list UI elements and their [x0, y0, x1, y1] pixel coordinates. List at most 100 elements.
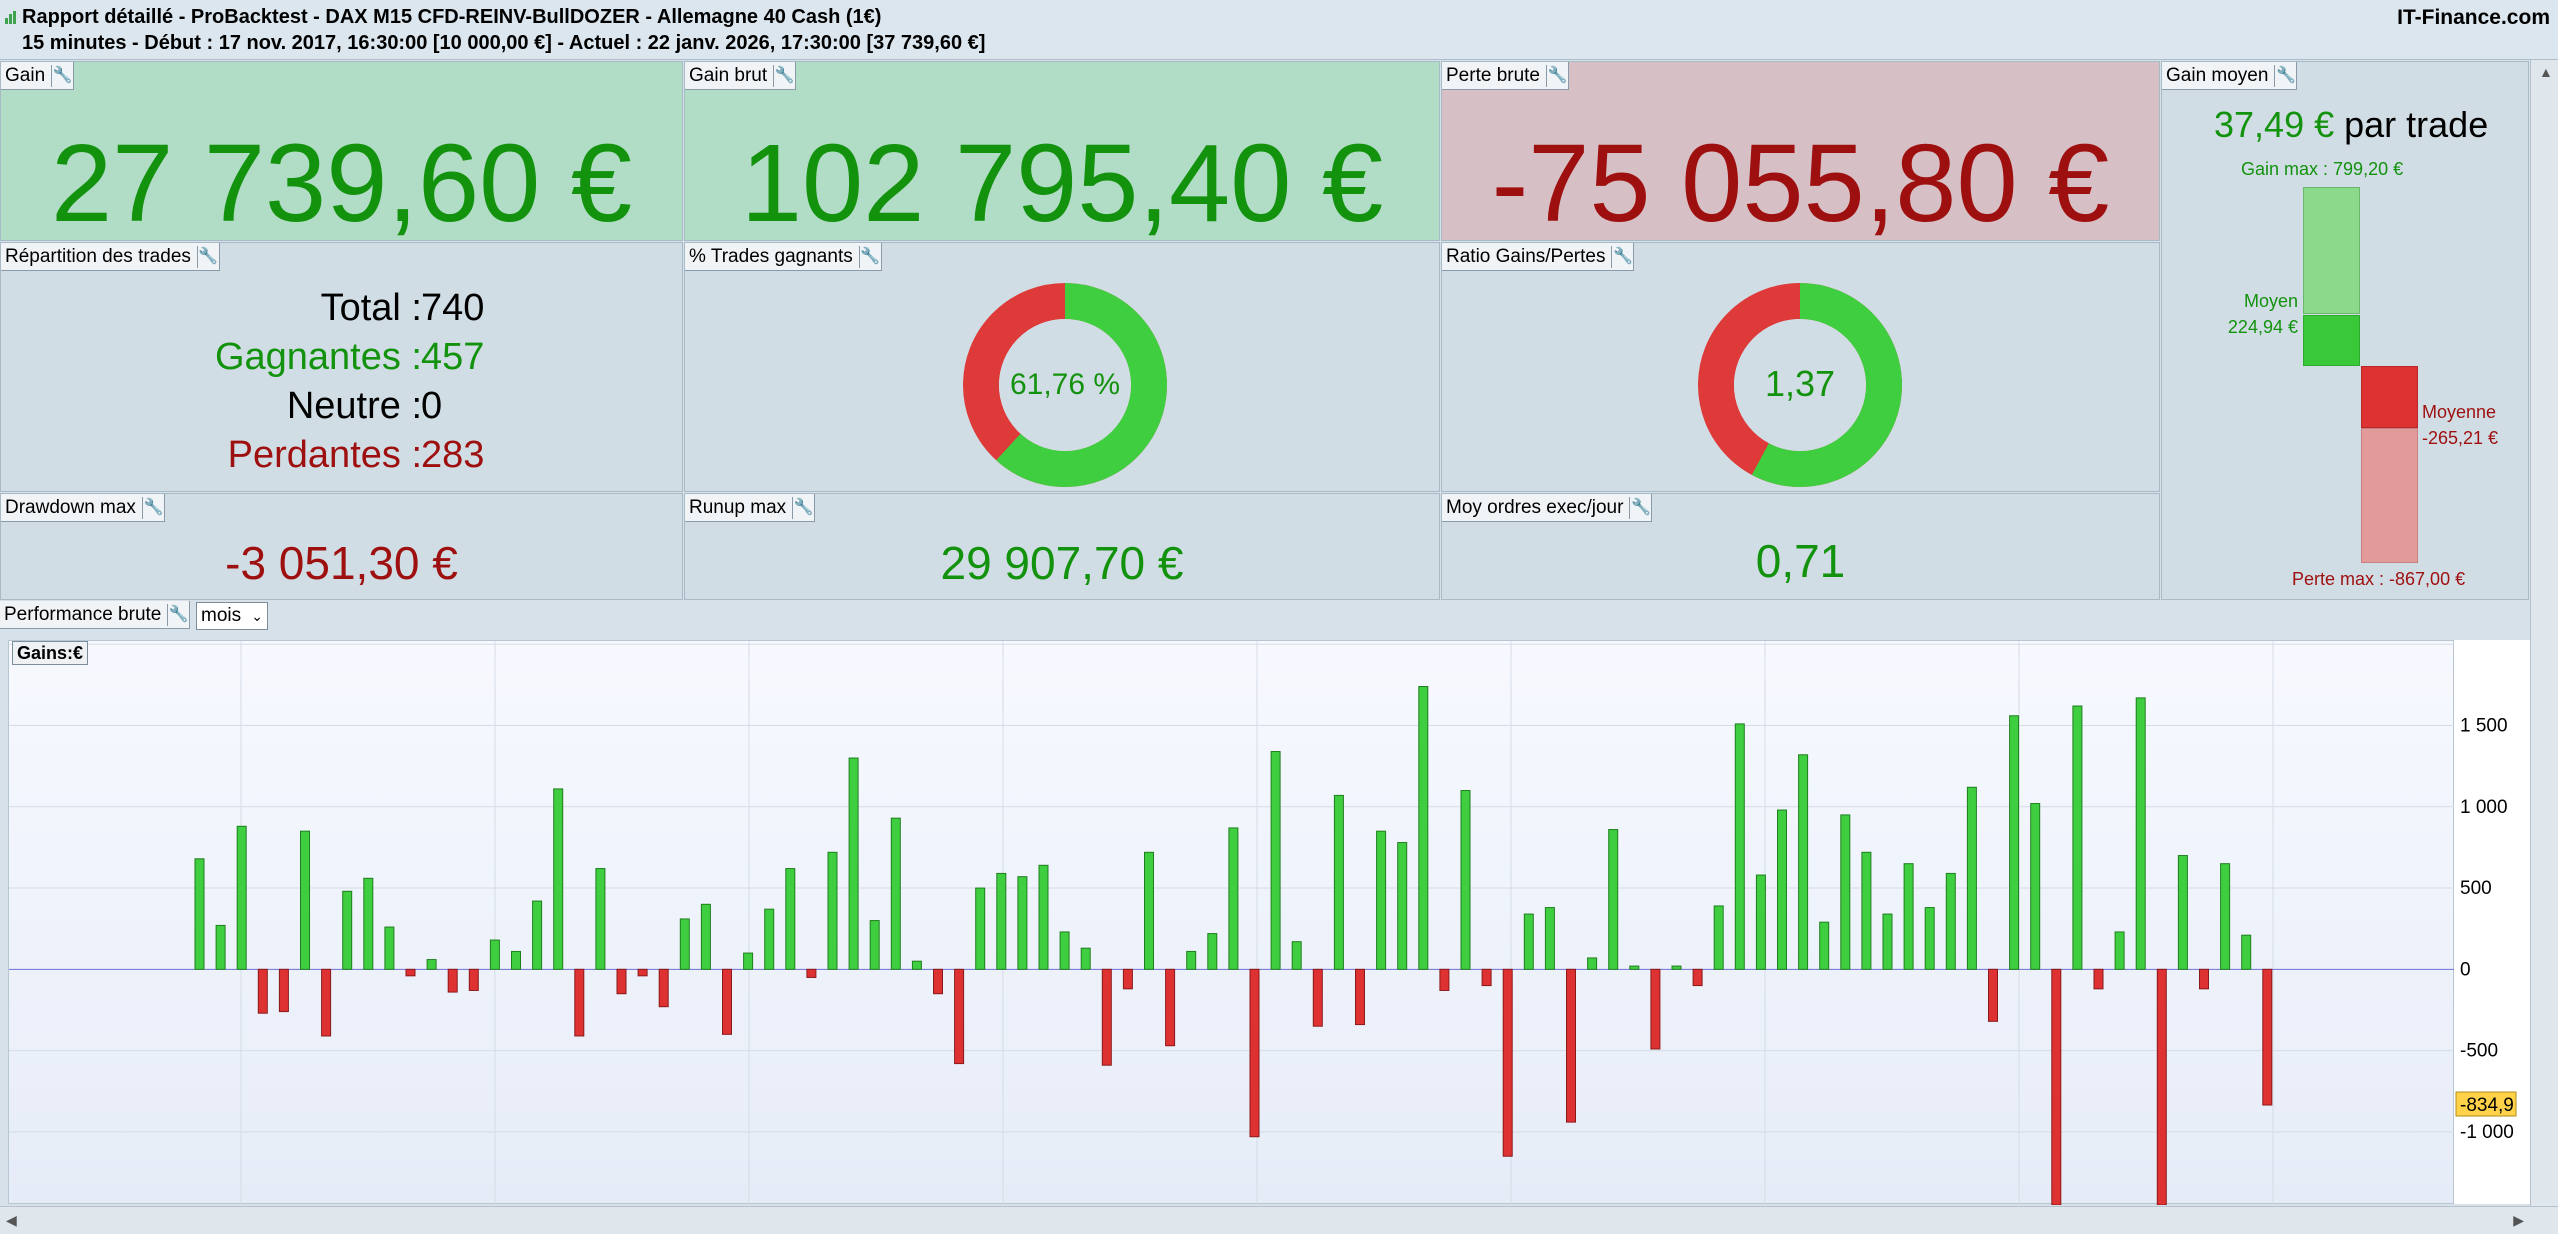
- perte-max-bar: [2361, 428, 2418, 563]
- bar-gain: [1376, 830, 1387, 970]
- performance-header: Performance brute 🔧: [0, 601, 2530, 635]
- gain-brut-value: 102 795,40 €: [740, 122, 1384, 241]
- bar-gain: [2220, 863, 2231, 970]
- wrench-icon[interactable]: 🔧: [792, 496, 814, 519]
- drawdown-title-label: Drawdown max: [5, 496, 136, 518]
- rep-row-perdantes: Perdantes : 283: [1, 434, 682, 480]
- wrench-icon[interactable]: 🔧: [858, 245, 881, 268]
- bar-loss: [574, 968, 585, 1037]
- bar-gain: [2030, 803, 2041, 970]
- bar-gain: [236, 825, 247, 970]
- bar-loss: [933, 968, 943, 995]
- horizontal-scrollbar[interactable]: ◀ ▶: [0, 1206, 2558, 1234]
- trades-gagnants-title-label: % Trades gagnants: [689, 245, 853, 267]
- wrench-icon[interactable]: 🔧: [2274, 64, 2296, 87]
- bar-loss: [1165, 968, 1176, 1047]
- current-value-marker: [2455, 1091, 2517, 1117]
- bar-gain: [363, 877, 374, 970]
- bar-gain: [1144, 851, 1154, 970]
- bar-gain: [700, 903, 711, 970]
- scroll-right-icon[interactable]: ▶: [2513, 1212, 2524, 1228]
- rep-total-label: Total :: [320, 287, 422, 329]
- bar-gain: [764, 908, 775, 970]
- bar-loss: [1249, 968, 1260, 1138]
- gain-max-label: Gain max : 799,20 €: [2241, 159, 2404, 179]
- wrench-icon[interactable]: 🔧: [1546, 64, 1568, 87]
- moy-ordres-panel: Moy ordres exec/jour 🔧 0,71: [1441, 493, 2160, 600]
- bar-gain: [1819, 921, 1830, 970]
- bar-gain: [1017, 876, 1028, 970]
- drawdown-panel: Drawdown max 🔧 -3 051,30 €: [0, 493, 683, 600]
- bar-gain: [1671, 965, 1682, 970]
- gains-unit-tag: Gains:€: [12, 641, 89, 665]
- bar-gain: [996, 872, 1007, 970]
- moyenne-label: Moyenne: [2422, 402, 2497, 422]
- ratio-panel: Ratio Gains/Pertes 🔧 1,37: [1441, 242, 2160, 492]
- current-value-label: -834,9: [2460, 1095, 2514, 1116]
- drawdown-panel-title: Drawdown max 🔧: [1, 494, 165, 522]
- bar-gain: [1523, 913, 1534, 970]
- scroll-left-icon[interactable]: ◀: [6, 1212, 17, 1228]
- bar-gain: [1608, 829, 1619, 970]
- bar-loss: [1439, 968, 1450, 991]
- trades-gagnants-donut: 61,76 %: [963, 283, 1167, 487]
- bar-loss: [1650, 968, 1661, 1050]
- period-select[interactable]: mois ⌄: [196, 602, 268, 630]
- bar-gain: [1587, 957, 1598, 970]
- bar-gain: [975, 887, 986, 970]
- bar-gain: [1080, 947, 1091, 970]
- wrench-icon[interactable]: 🔧: [51, 64, 73, 87]
- ratio-value: 1,37: [1765, 363, 1835, 404]
- bar-gain: [1038, 864, 1049, 970]
- bar-loss: [1122, 968, 1133, 990]
- runup-value: 29 907,70 €: [940, 537, 1184, 589]
- donut-win-ring: [1698, 283, 1902, 487]
- wrench-icon[interactable]: 🔧: [141, 496, 164, 519]
- bar-gain: [553, 788, 564, 970]
- gain-moyen-suffix: par trade: [2344, 104, 2489, 145]
- wrench-icon[interactable]: 🔧: [1629, 496, 1651, 519]
- bar-loss: [447, 968, 458, 993]
- drawdown-value: -3 051,30 €: [225, 537, 458, 589]
- window-title: Rapport détaillé - ProBacktest - DAX M15…: [22, 6, 882, 28]
- wrench-icon[interactable]: 🔧: [773, 64, 795, 87]
- title-bar: Rapport détaillé - ProBacktest - DAX M15…: [0, 0, 2558, 60]
- bar-gain: [2241, 934, 2252, 970]
- donut-win-ring: [963, 283, 1167, 487]
- performance-chart-svg: [9, 641, 2455, 1205]
- donut-hole: [1734, 319, 1866, 451]
- moy-ordres-panel-title: Moy ordres exec/jour 🔧: [1442, 494, 1653, 522]
- ratio-donut: 1,37: [1698, 283, 1902, 487]
- donut-rings: [963, 283, 1167, 487]
- gain-max-bar: [2303, 187, 2360, 314]
- donut-rings: [1698, 283, 1902, 487]
- bar-loss: [321, 968, 332, 1037]
- gain-moyen-value: 37,49 €: [2214, 104, 2335, 145]
- wrench-icon[interactable]: 🔧: [196, 245, 219, 268]
- bar-loss: [468, 968, 479, 991]
- gain-title-label: Gain: [5, 64, 46, 86]
- perte-max-label: Perte max : -867,00 €: [2292, 569, 2466, 589]
- bar-gain: [1228, 827, 1239, 970]
- bar-loss: [1481, 968, 1492, 987]
- scroll-up-icon[interactable]: ▲: [2539, 64, 2553, 80]
- bar-gain: [300, 830, 310, 970]
- bar-gain: [1945, 872, 1956, 970]
- repartition-panel: Répartition des trades 🔧 Total : 740 Gagn…: [0, 242, 683, 492]
- performance-title: Performance brute 🔧: [0, 601, 191, 629]
- wrench-icon[interactable]: 🔧: [1611, 245, 1633, 268]
- bar-loss: [1566, 968, 1576, 1123]
- perte-brute-panel-title: Perte brute 🔧: [1442, 62, 1569, 90]
- bar-gain: [1798, 754, 1809, 970]
- gain-panel: Gain 🔧 27 739,60 €: [0, 61, 683, 241]
- gain-brut-title-label: Gain brut: [689, 64, 768, 86]
- vertical-scrollbar[interactable]: ▲: [2530, 60, 2558, 1206]
- bar-loss: [405, 968, 416, 977]
- gain-moyen-line: 37,49 € par trade: [2214, 104, 2488, 146]
- bar-gain: [911, 960, 922, 970]
- rep-row-gagnantes: Gagnantes : 457: [1, 336, 682, 382]
- wrench-icon[interactable]: 🔧: [167, 603, 189, 626]
- bar-gain: [2072, 705, 2083, 970]
- bar-loss: [616, 968, 627, 995]
